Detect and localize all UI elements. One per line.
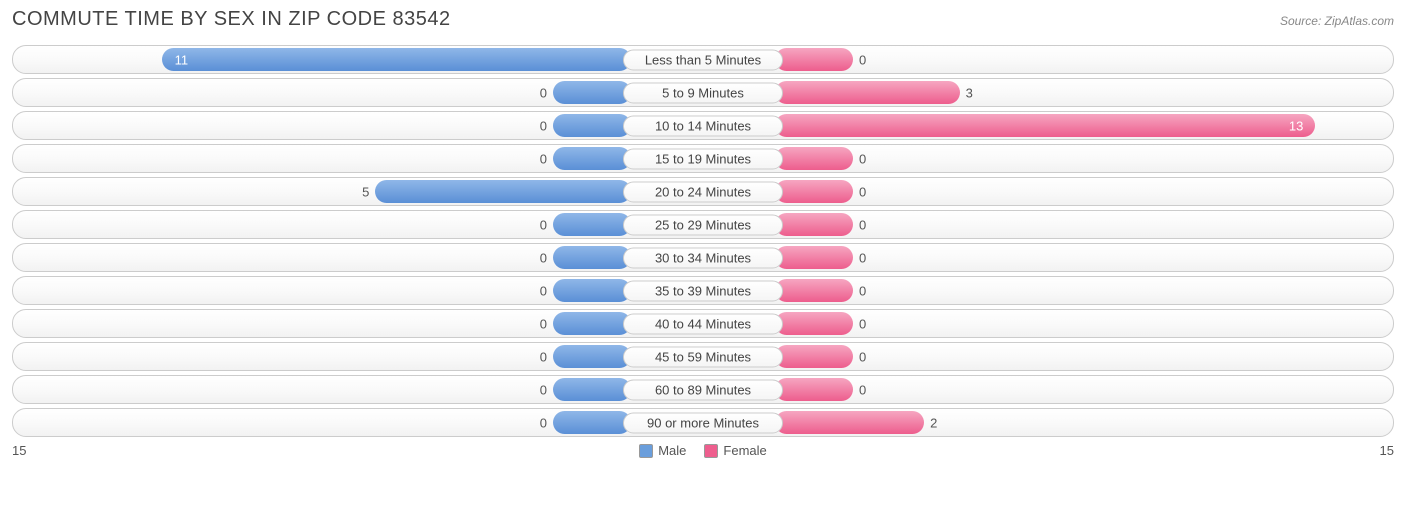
male-value: 0 <box>540 250 547 265</box>
chart-row: 60 to 89 Minutes 0 0 <box>12 375 1394 404</box>
chart-row: 45 to 59 Minutes 0 0 <box>12 342 1394 371</box>
male-value: 0 <box>540 118 547 133</box>
chart-container: COMMUTE TIME BY SEX IN ZIP CODE 83542 So… <box>0 0 1406 466</box>
female-bar <box>775 246 853 269</box>
female-bar <box>775 411 924 434</box>
male-value: 0 <box>540 415 547 430</box>
female-value: 0 <box>859 217 866 232</box>
female-bar <box>775 147 853 170</box>
legend-swatch-male <box>639 444 653 458</box>
male-value: 0 <box>540 382 547 397</box>
female-value: 0 <box>859 151 866 166</box>
female-value: 13 <box>1289 118 1303 133</box>
male-bar <box>553 411 631 434</box>
male-bar <box>553 81 631 104</box>
axis-left-max: 15 <box>12 443 26 458</box>
male-bar <box>553 114 631 137</box>
female-bar <box>775 378 853 401</box>
legend-label-male: Male <box>658 443 686 458</box>
male-bar <box>375 180 631 203</box>
female-bar <box>775 114 1315 137</box>
chart-header: COMMUTE TIME BY SEX IN ZIP CODE 83542 So… <box>12 8 1394 31</box>
chart-title: COMMUTE TIME BY SEX IN ZIP CODE 83542 <box>12 8 451 31</box>
chart-row: 30 to 34 Minutes 0 0 <box>12 243 1394 272</box>
male-bar <box>553 213 631 236</box>
female-value: 2 <box>930 415 937 430</box>
chart-row: 10 to 14 Minutes 0 13 <box>12 111 1394 140</box>
female-value: 0 <box>859 184 866 199</box>
female-value: 0 <box>859 349 866 364</box>
male-bar <box>553 378 631 401</box>
row-category-label: 40 to 44 Minutes <box>623 313 783 334</box>
male-value: 0 <box>540 316 547 331</box>
chart-row: 35 to 39 Minutes 0 0 <box>12 276 1394 305</box>
female-value: 0 <box>859 316 866 331</box>
male-bar <box>553 279 631 302</box>
row-category-label: 60 to 89 Minutes <box>623 379 783 400</box>
female-bar <box>775 345 853 368</box>
female-value: 0 <box>859 52 866 67</box>
legend-item-female: Female <box>704 443 766 458</box>
row-category-label: 90 or more Minutes <box>623 412 783 433</box>
row-category-label: 35 to 39 Minutes <box>623 280 783 301</box>
female-bar <box>775 48 853 71</box>
male-bar <box>553 345 631 368</box>
diverging-bar-chart: Less than 5 Minutes 11 0 5 to 9 Minutes 0 3 10… <box>12 45 1394 437</box>
row-category-label: 15 to 19 Minutes <box>623 148 783 169</box>
chart-row: Less than 5 Minutes 11 0 <box>12 45 1394 74</box>
chart-row: 25 to 29 Minutes 0 0 <box>12 210 1394 239</box>
male-value: 11 <box>175 52 189 67</box>
chart-row: 5 to 9 Minutes 0 3 <box>12 78 1394 107</box>
legend-item-male: Male <box>639 443 686 458</box>
female-value: 0 <box>859 250 866 265</box>
chart-row: 90 or more Minutes 0 2 <box>12 408 1394 437</box>
male-value: 0 <box>540 217 547 232</box>
row-category-label: Less than 5 Minutes <box>623 49 783 70</box>
male-bar <box>162 48 631 71</box>
female-value: 3 <box>966 85 973 100</box>
male-value: 0 <box>540 349 547 364</box>
row-category-label: 20 to 24 Minutes <box>623 181 783 202</box>
row-category-label: 30 to 34 Minutes <box>623 247 783 268</box>
chart-source: Source: ZipAtlas.com <box>1280 14 1394 28</box>
axis-right-max: 15 <box>1380 443 1394 458</box>
male-value: 0 <box>540 85 547 100</box>
male-value: 5 <box>362 184 369 199</box>
row-category-label: 5 to 9 Minutes <box>623 82 783 103</box>
legend-label-female: Female <box>723 443 766 458</box>
female-value: 0 <box>859 283 866 298</box>
female-bar <box>775 81 960 104</box>
chart-row: 15 to 19 Minutes 0 0 <box>12 144 1394 173</box>
row-category-label: 45 to 59 Minutes <box>623 346 783 367</box>
chart-footer: 15 Male Female 15 <box>12 443 1394 458</box>
male-value: 0 <box>540 151 547 166</box>
female-value: 0 <box>859 382 866 397</box>
row-category-label: 10 to 14 Minutes <box>623 115 783 136</box>
male-value: 0 <box>540 283 547 298</box>
female-bar <box>775 180 853 203</box>
female-bar <box>775 312 853 335</box>
male-bar <box>553 312 631 335</box>
legend-swatch-female <box>704 444 718 458</box>
male-bar <box>553 147 631 170</box>
chart-row: 20 to 24 Minutes 5 0 <box>12 177 1394 206</box>
female-bar <box>775 279 853 302</box>
female-bar <box>775 213 853 236</box>
row-category-label: 25 to 29 Minutes <box>623 214 783 235</box>
male-bar <box>553 246 631 269</box>
chart-row: 40 to 44 Minutes 0 0 <box>12 309 1394 338</box>
legend: Male Female <box>639 443 767 458</box>
